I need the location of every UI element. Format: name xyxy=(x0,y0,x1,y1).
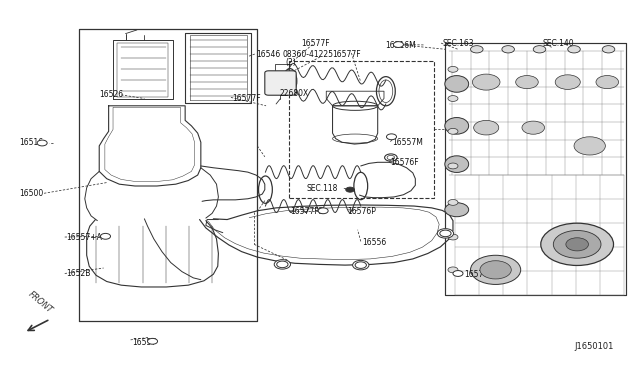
Circle shape xyxy=(554,231,601,258)
Circle shape xyxy=(448,128,458,134)
Text: SEC.163: SEC.163 xyxy=(442,39,474,48)
Circle shape xyxy=(353,260,369,270)
Text: 16577F: 16577F xyxy=(232,94,261,103)
Ellipse shape xyxy=(445,156,468,173)
Text: 16557M: 16557M xyxy=(392,138,423,147)
Circle shape xyxy=(522,121,545,134)
Text: 16557+A: 16557+A xyxy=(66,232,102,241)
Circle shape xyxy=(448,163,458,169)
Circle shape xyxy=(37,140,47,146)
Circle shape xyxy=(516,76,538,89)
Circle shape xyxy=(387,134,397,140)
Text: 16577FE: 16577FE xyxy=(291,207,324,216)
Circle shape xyxy=(448,234,458,240)
Ellipse shape xyxy=(445,76,468,92)
Circle shape xyxy=(318,208,328,214)
Circle shape xyxy=(453,270,463,276)
Circle shape xyxy=(100,233,111,239)
Circle shape xyxy=(480,261,511,279)
Circle shape xyxy=(566,238,588,251)
Circle shape xyxy=(568,46,580,53)
Text: 1652B: 1652B xyxy=(66,269,90,278)
Circle shape xyxy=(474,121,499,135)
Text: 16577FE: 16577FE xyxy=(464,270,498,279)
Circle shape xyxy=(448,96,458,102)
Text: 22680X: 22680X xyxy=(279,89,308,97)
Text: 08360-41225: 08360-41225 xyxy=(282,49,333,58)
Circle shape xyxy=(596,76,618,89)
Circle shape xyxy=(448,67,458,72)
Circle shape xyxy=(574,137,605,155)
Text: 16556: 16556 xyxy=(363,238,387,247)
Text: 16516: 16516 xyxy=(19,138,43,147)
Text: 16526: 16526 xyxy=(99,90,124,99)
Circle shape xyxy=(602,46,615,53)
Text: (2): (2) xyxy=(285,58,296,67)
Text: 16577F: 16577F xyxy=(333,49,361,58)
Circle shape xyxy=(448,199,458,205)
Text: 16500: 16500 xyxy=(19,189,43,198)
Circle shape xyxy=(470,46,483,53)
Ellipse shape xyxy=(445,118,468,134)
Circle shape xyxy=(472,74,500,90)
Text: J1650101: J1650101 xyxy=(574,342,614,351)
Text: FRONT: FRONT xyxy=(26,290,54,315)
Text: 16576P: 16576P xyxy=(347,207,376,216)
Text: 16546: 16546 xyxy=(256,49,280,58)
Circle shape xyxy=(541,223,614,266)
Circle shape xyxy=(440,230,451,237)
Circle shape xyxy=(276,261,288,268)
Text: 16516M: 16516M xyxy=(385,41,416,50)
Circle shape xyxy=(394,42,403,48)
Circle shape xyxy=(148,339,157,344)
Text: SEC.118: SEC.118 xyxy=(307,184,338,193)
Circle shape xyxy=(502,46,515,53)
Circle shape xyxy=(470,255,521,285)
Text: SEC.140: SEC.140 xyxy=(543,39,574,48)
FancyBboxPatch shape xyxy=(265,71,296,95)
Text: 16577F: 16577F xyxy=(301,39,330,48)
Ellipse shape xyxy=(445,203,468,217)
Circle shape xyxy=(274,260,291,269)
Circle shape xyxy=(448,267,458,273)
Circle shape xyxy=(437,229,454,238)
Circle shape xyxy=(556,75,580,89)
Circle shape xyxy=(355,262,367,268)
Circle shape xyxy=(533,46,546,53)
Text: 16576F: 16576F xyxy=(390,158,419,167)
Text: 16557: 16557 xyxy=(132,337,156,347)
Circle shape xyxy=(346,187,355,192)
